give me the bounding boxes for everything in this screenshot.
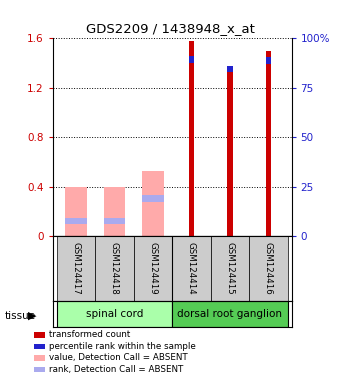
Text: rank, Detection Call = ABSENT: rank, Detection Call = ABSENT (49, 365, 183, 374)
Text: ▶: ▶ (28, 311, 36, 321)
Text: GSM124415: GSM124415 (225, 242, 235, 295)
Bar (189, 41, 194, 236)
Bar (57, 236, 95, 301)
Bar (266, 51, 271, 236)
Text: value, Detection Call = ABSENT: value, Detection Call = ABSENT (49, 353, 188, 362)
Bar (172, 301, 288, 327)
Text: GSM124418: GSM124418 (110, 242, 119, 295)
Bar (65, 218, 87, 224)
Text: GSM124416: GSM124416 (264, 242, 273, 295)
Bar (172, 236, 211, 301)
Bar (104, 218, 125, 224)
Bar (134, 236, 172, 301)
Text: GDS2209 / 1438948_x_at: GDS2209 / 1438948_x_at (86, 22, 255, 35)
Bar (95, 236, 134, 301)
Bar (227, 71, 233, 236)
Bar (249, 236, 288, 301)
Text: dorsal root ganglion: dorsal root ganglion (177, 309, 282, 319)
Text: GSM124417: GSM124417 (72, 242, 80, 295)
Text: transformed count: transformed count (49, 330, 130, 339)
Bar (143, 171, 164, 236)
Text: GSM124419: GSM124419 (148, 242, 158, 295)
Bar (211, 236, 249, 301)
Bar (143, 195, 164, 202)
Text: percentile rank within the sample: percentile rank within the sample (49, 342, 196, 351)
Bar (189, 56, 194, 63)
Bar (104, 187, 125, 236)
Text: spinal cord: spinal cord (86, 309, 143, 319)
Bar (266, 57, 271, 64)
Bar (227, 66, 233, 73)
Bar (57, 301, 172, 327)
Bar (65, 187, 87, 236)
Text: tissue: tissue (5, 311, 36, 321)
Text: GSM124414: GSM124414 (187, 242, 196, 295)
